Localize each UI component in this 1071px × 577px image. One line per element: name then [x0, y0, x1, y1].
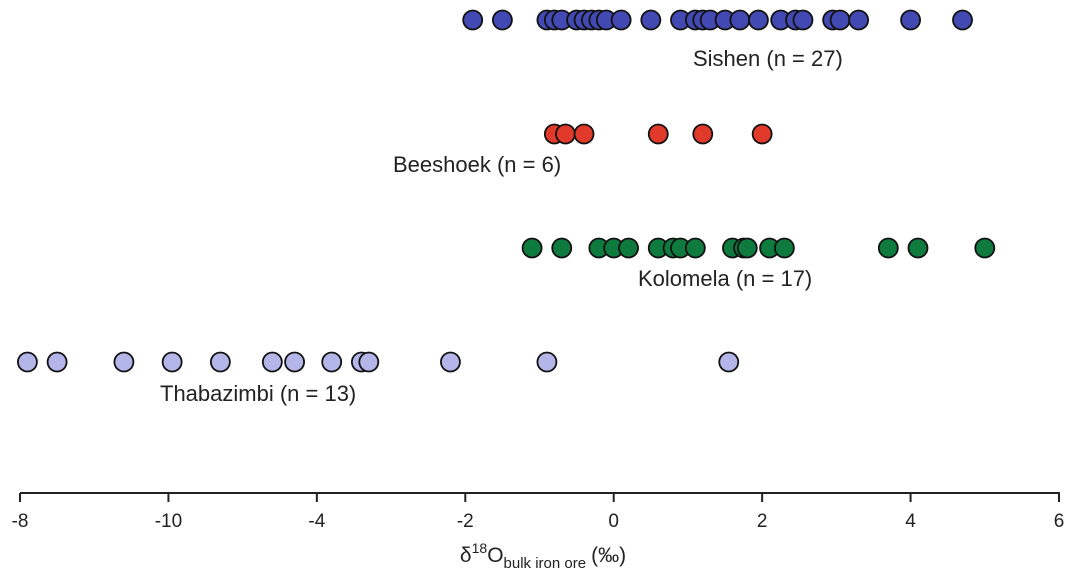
data-point	[848, 9, 870, 31]
x-tick-label: -2	[457, 511, 474, 532]
data-point	[536, 351, 558, 373]
data-point	[284, 351, 305, 373]
data-point	[974, 237, 996, 259]
x-tick-label: -8	[12, 511, 29, 532]
data-point	[555, 123, 576, 145]
x-tick-label: -4	[308, 511, 325, 532]
series-4-points	[17, 351, 740, 373]
data-point	[692, 123, 714, 145]
data-point	[718, 351, 740, 373]
x-axis-label-unit: (‰)	[591, 544, 626, 567]
data-point	[551, 237, 573, 259]
data-point	[748, 9, 769, 31]
series-label: Beeshoek (n = 6)	[393, 152, 561, 177]
data-point	[829, 9, 851, 31]
data-point	[209, 351, 231, 373]
x-axis-label-subscript: bulk iron ore	[504, 555, 587, 572]
data-points	[17, 9, 996, 373]
data-point	[440, 351, 461, 373]
data-point	[573, 123, 595, 145]
series-1-points	[462, 9, 973, 31]
data-point	[17, 351, 38, 373]
x-axis-ticks: -8 -10 -4 -2 0 2 4 6	[12, 493, 1065, 532]
data-point	[774, 237, 795, 259]
data-point	[462, 9, 484, 31]
data-point	[491, 9, 513, 31]
data-point	[358, 351, 380, 373]
data-point	[161, 351, 183, 373]
data-point	[877, 237, 899, 259]
data-point	[640, 9, 662, 31]
data-point	[618, 237, 639, 259]
series-label: Kolomela (n = 17)	[638, 266, 812, 291]
series-label: Thabazimbi (n = 13)	[160, 381, 356, 406]
series-2-points	[543, 123, 773, 145]
series-labels: Sishen (n = 27) Beeshoek (n = 6) Kolomela …	[160, 46, 843, 406]
data-point	[900, 9, 921, 31]
data-point	[647, 123, 669, 145]
data-point	[736, 237, 758, 259]
x-tick-label: 2	[757, 511, 768, 532]
x-axis-label-base: O	[487, 544, 503, 567]
x-axis-label: δ18Obulk iron ore (‰)	[460, 540, 626, 572]
x-axis-label-superscript: 18	[472, 540, 488, 556]
data-point	[952, 9, 973, 31]
data-point	[729, 9, 751, 31]
series-label: Sishen (n = 27)	[693, 46, 843, 71]
x-tick-label: 4	[905, 511, 916, 532]
series-3-points	[521, 237, 996, 259]
x-tick-label: 0	[608, 511, 619, 532]
x-tick-label: -10	[155, 511, 182, 532]
data-point	[792, 9, 814, 31]
data-point	[521, 237, 543, 259]
x-axis-label-symbol: δ	[460, 544, 472, 567]
data-point	[610, 9, 632, 31]
x-tick-label: 6	[1054, 511, 1065, 532]
data-point	[261, 351, 283, 373]
data-point	[684, 237, 706, 259]
data-point	[751, 123, 773, 145]
data-point	[907, 237, 929, 259]
data-point	[321, 351, 343, 373]
data-point	[46, 351, 68, 373]
data-point	[113, 351, 135, 373]
